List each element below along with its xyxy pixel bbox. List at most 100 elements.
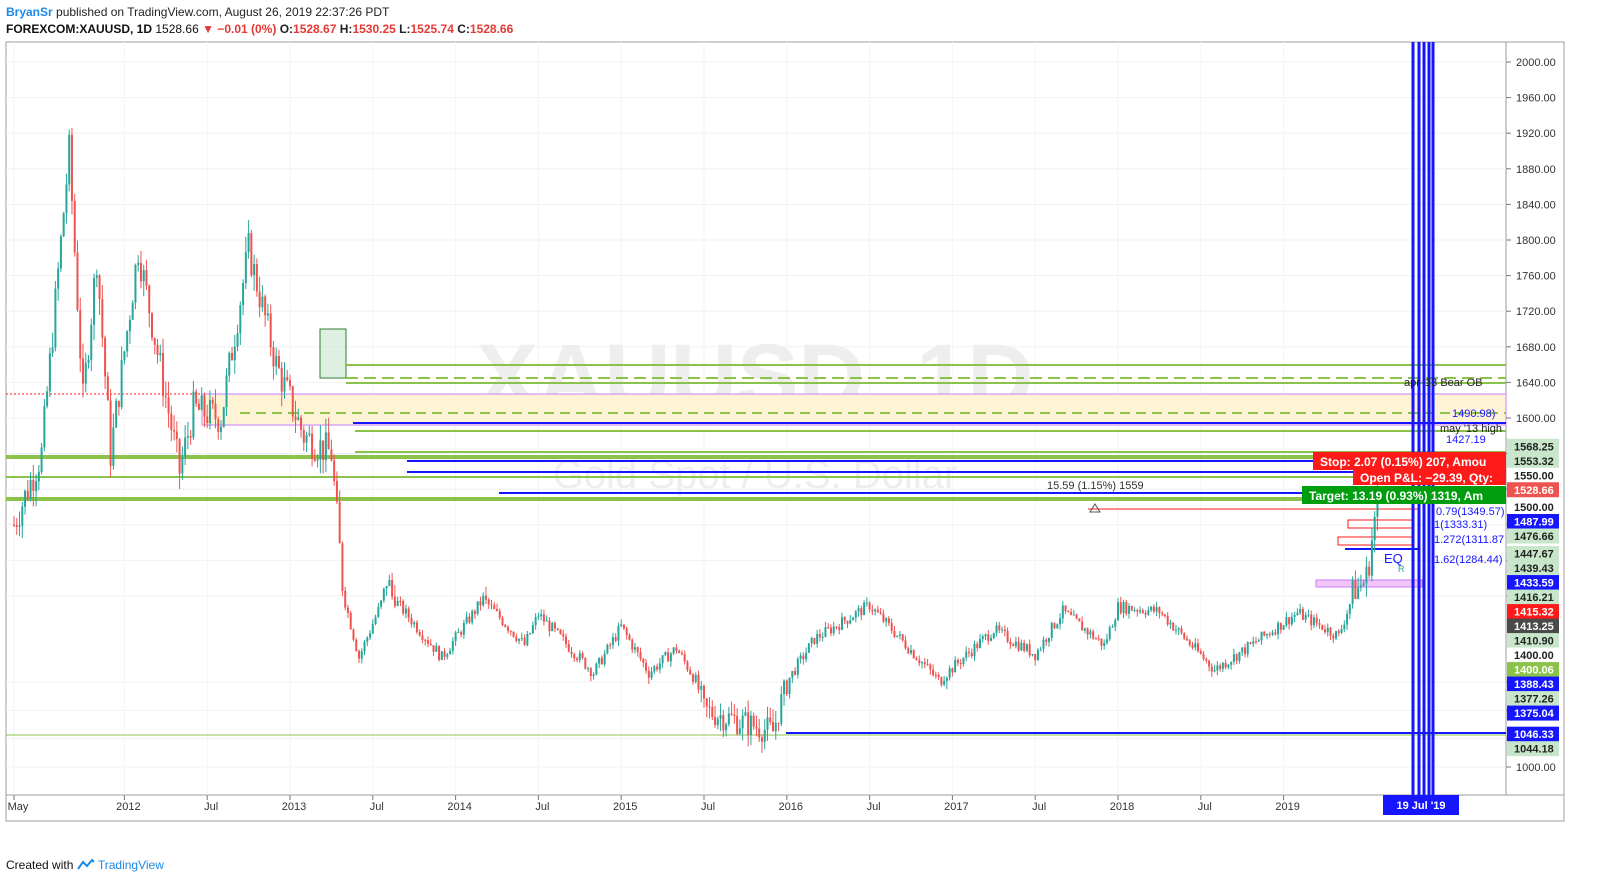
candle-427: [1191, 641, 1194, 650]
candle-3: [21, 502, 24, 539]
y-tick-label: 1000.00: [1516, 762, 1556, 774]
purple-zone[interactable]: [1315, 579, 1423, 588]
candle-body: [460, 632, 463, 635]
x-tick-label: May: [8, 801, 29, 813]
candle-404: [1128, 603, 1131, 619]
candle-441: [1230, 661, 1233, 670]
x-tick-label: 2012: [116, 801, 140, 813]
candle-body: [272, 347, 275, 367]
candle-body: [794, 670, 797, 675]
candle-body: [363, 641, 366, 652]
stop-order-box[interactable]: [1313, 452, 1506, 470]
candle-429: [1197, 638, 1200, 653]
candle-body: [402, 601, 405, 614]
candle-154: [438, 645, 441, 662]
candle-body: [1277, 622, 1280, 635]
candle-body: [730, 713, 733, 715]
target-order-box[interactable]: [1302, 486, 1506, 504]
candle-103: [297, 408, 300, 421]
price-axis[interactable]: 1000.001040.001080.001120.001400.001440.…: [1506, 57, 1559, 774]
candle-body: [680, 652, 683, 655]
candle-body: [322, 440, 325, 461]
candle-56: [167, 381, 170, 428]
candle-body: [228, 353, 231, 376]
candle-17: [59, 234, 62, 272]
candle-155: [440, 651, 443, 661]
candle-body: [59, 236, 62, 269]
candle-body: [380, 600, 383, 607]
candle-92: [266, 303, 269, 321]
candle-body: [101, 299, 104, 338]
candle-body: [951, 668, 954, 673]
author-name[interactable]: BryanSr: [6, 5, 53, 19]
candle-body: [217, 419, 220, 432]
candle-body: [907, 648, 910, 654]
candle-284: [796, 656, 799, 679]
candle-body: [656, 666, 659, 670]
candle-body: [645, 662, 648, 671]
candle-37: [115, 398, 118, 429]
candle-10: [40, 442, 43, 475]
candle-body: [1012, 644, 1015, 647]
candle-25: [82, 343, 84, 398]
candle-body: [1290, 616, 1293, 625]
candle-body: [1158, 607, 1161, 614]
candle-36: [112, 413, 115, 470]
consolidation-box[interactable]: [319, 328, 347, 379]
candle-360: [1006, 627, 1009, 644]
tradingview-brand[interactable]: TradingView: [97, 858, 164, 872]
candle-body: [283, 376, 286, 392]
y-tick-label: 1760.00: [1516, 271, 1556, 283]
x-tick-label: 2018: [1110, 801, 1134, 813]
order-block-zone[interactable]: [201, 393, 1507, 426]
candle-body: [540, 614, 543, 617]
candle-54: [162, 338, 165, 407]
candle-body: [139, 262, 142, 282]
candle-58: [173, 415, 176, 441]
candle-body: [1025, 644, 1028, 651]
candle-body: [1354, 580, 1357, 599]
candle-body: [675, 647, 678, 651]
candle-body: [934, 674, 937, 676]
candle-body: [1285, 617, 1288, 626]
candle-body: [1014, 641, 1017, 647]
candle-body: [1263, 631, 1266, 636]
candle-413: [1152, 604, 1155, 614]
candle-212: [598, 657, 601, 669]
candle-426: [1188, 638, 1191, 647]
candle-172: [487, 598, 490, 609]
candle-body: [70, 134, 73, 201]
candle-body: [736, 716, 739, 734]
candle-body: [236, 333, 239, 347]
candle-body: [222, 407, 225, 427]
published-text: published on TradingView.com, August 26,…: [56, 5, 390, 19]
candle-451: [1257, 638, 1260, 642]
candle-body: [542, 614, 545, 622]
candle-body: [1310, 614, 1313, 626]
candle-body: [545, 620, 548, 622]
candle-body: [829, 627, 832, 634]
open-pl-box[interactable]: [1353, 470, 1506, 485]
candle-127: [363, 639, 366, 656]
candle-body: [791, 670, 794, 678]
time-axis[interactable]: May 2012 Jul 2013 Jul 2014 Jul 2015 Jul 2016 Jul 20…: [8, 795, 1300, 813]
candle-318: [890, 618, 893, 634]
price-tag-bg: [1507, 705, 1559, 721]
candle-153: [435, 642, 438, 652]
candle-26: [84, 352, 87, 393]
candle-227: [639, 647, 642, 662]
candle-236: [664, 651, 667, 656]
candle-460: [1282, 624, 1285, 631]
candle-body: [863, 602, 866, 616]
candle-body: [995, 625, 998, 634]
candle-body: [330, 449, 333, 461]
candle-body: [921, 662, 924, 664]
candle-383: [1070, 608, 1073, 616]
candle-222: [625, 626, 628, 640]
price-tag: 1400.00: [1507, 647, 1559, 663]
candle-450: [1255, 636, 1257, 645]
candle-body: [153, 337, 156, 345]
candle-body: [818, 633, 821, 638]
x-tick-label: 2013: [282, 801, 306, 813]
